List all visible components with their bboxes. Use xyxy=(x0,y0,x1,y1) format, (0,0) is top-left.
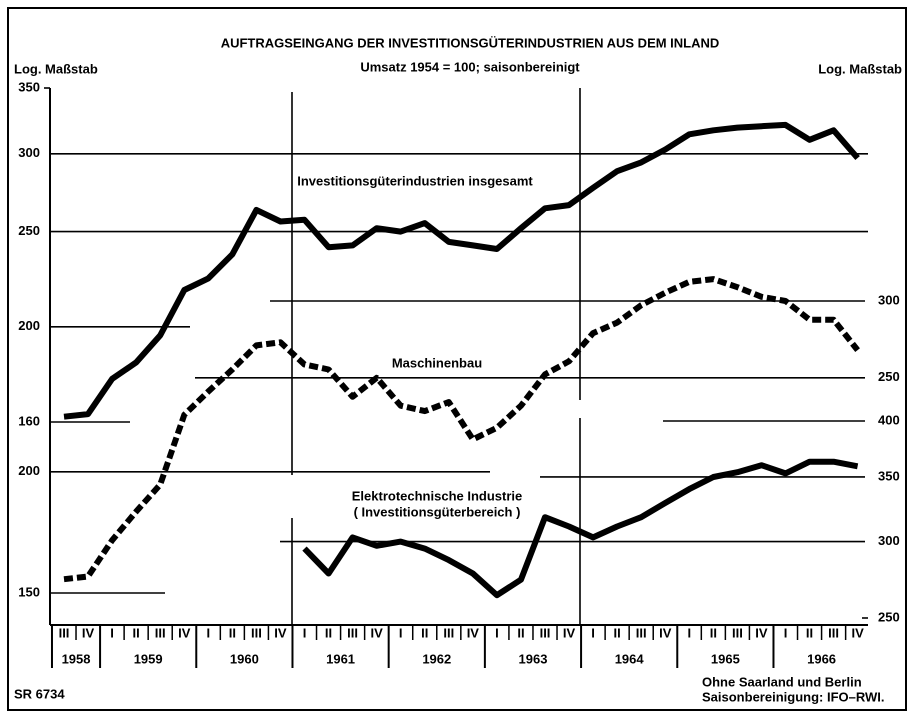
y-tick-label: 250 xyxy=(878,369,900,384)
y-tick-label: 300 xyxy=(878,292,900,307)
y-tick-label: 160 xyxy=(18,413,40,428)
x-tick-label: II xyxy=(614,625,621,640)
x-tick-label: II xyxy=(421,625,428,640)
x-tick-label: IV xyxy=(563,625,576,640)
x-tick-label: IV xyxy=(371,625,384,640)
chart-subtitle: Umsatz 1954 = 100; saisonbereinigt xyxy=(360,59,580,74)
x-tick-label: I xyxy=(399,625,403,640)
x-tick-label: III xyxy=(828,625,839,640)
x-tick-label: I xyxy=(110,625,114,640)
x-tick-label: I xyxy=(784,625,788,640)
y-axis-label: Log. Maßstab xyxy=(14,61,98,76)
x-tick-label: I xyxy=(206,625,210,640)
x-tick-label: III xyxy=(59,625,70,640)
series-line xyxy=(63,276,860,583)
year-label: 1959 xyxy=(134,651,163,666)
x-tick-label: IV xyxy=(852,625,865,640)
x-tick-label: III xyxy=(155,625,166,640)
x-tick-label: IV xyxy=(82,625,95,640)
x-tick-label: IV xyxy=(467,625,480,640)
x-tick-label: IV xyxy=(755,625,768,640)
year-label: 1963 xyxy=(519,651,548,666)
y-tick-label: 350 xyxy=(878,468,900,483)
y-tick-label: 250 xyxy=(18,223,40,238)
x-tick-label: II xyxy=(806,625,813,640)
x-tick-label: II xyxy=(133,625,140,640)
series-line xyxy=(302,458,859,599)
x-tick-label: III xyxy=(347,625,358,640)
x-tick-label: I xyxy=(687,625,691,640)
x-tick-label: III xyxy=(732,625,743,640)
y-tick-label: 300 xyxy=(18,145,40,160)
year-label: 1964 xyxy=(615,651,645,666)
footer-left: SR 6734 xyxy=(14,686,65,701)
x-tick-label: II xyxy=(710,625,717,640)
y-tick-label: 150 xyxy=(18,584,40,599)
y-tick-label: 400 xyxy=(878,412,900,427)
year-label: 1966 xyxy=(807,651,836,666)
x-tick-label: IV xyxy=(178,625,191,640)
x-tick-label: II xyxy=(517,625,524,640)
y-tick-label: 350 xyxy=(18,79,40,94)
chart-title: AUFTRAGSEINGANG DER INVESTITIONSGÜTERIND… xyxy=(221,35,720,50)
x-tick-label: I xyxy=(495,625,499,640)
year-label: 1961 xyxy=(326,651,355,666)
x-tick-label: I xyxy=(591,625,595,640)
y-tick-label: 250 xyxy=(878,609,900,624)
year-label: 1962 xyxy=(422,651,451,666)
x-tick-label: III xyxy=(540,625,551,640)
x-tick-label: III xyxy=(443,625,454,640)
footer-right: Ohne Saarland und Berlin xyxy=(702,674,862,689)
x-tick-label: IV xyxy=(659,625,672,640)
year-label: 1958 xyxy=(62,651,91,666)
year-label: 1965 xyxy=(711,651,740,666)
x-tick-label: II xyxy=(229,625,236,640)
x-tick-label: II xyxy=(325,625,332,640)
series-label: Elektrotechnische Industrie xyxy=(352,488,523,503)
x-tick-label: III xyxy=(251,625,262,640)
year-label: 1960 xyxy=(230,651,259,666)
footer-right: Saisonbereinigung: IFO–RWI. xyxy=(702,689,885,704)
y-tick-label: 300 xyxy=(878,533,900,548)
series-note: ( Investitionsgüterbereich ) xyxy=(354,504,521,519)
x-tick-label: IV xyxy=(274,625,287,640)
x-tick-label: I xyxy=(303,625,307,640)
y-tick-label: 200 xyxy=(18,318,40,333)
x-tick-label: III xyxy=(636,625,647,640)
series-label: Investitionsgüterindustrien insgesamt xyxy=(297,173,533,188)
frame xyxy=(7,7,907,711)
series-line xyxy=(63,121,860,420)
y-tick-label: 200 xyxy=(18,463,40,478)
series-label: Maschinenbau xyxy=(392,355,482,370)
y2-axis-label: Log. Maßstab xyxy=(818,61,902,76)
